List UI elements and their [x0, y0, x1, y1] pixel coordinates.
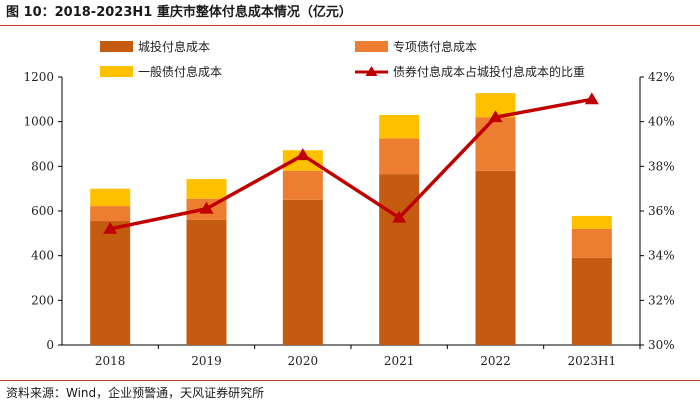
x-tick-label: 2019: [191, 354, 222, 368]
bar-general-bond: [90, 188, 131, 207]
left-tick-label: 800: [31, 159, 54, 173]
right-tick-label: 36%: [648, 204, 675, 218]
bar-general-bond: [282, 150, 323, 171]
source-rule: [0, 380, 700, 381]
bar-general-bond: [571, 215, 612, 229]
bar-special-bond: [282, 170, 323, 200]
left-tick-label: 600: [31, 204, 54, 218]
x-tick-label: 2018: [95, 354, 126, 368]
legend-label: 城投付息成本: [138, 39, 210, 54]
legend-label: 债券付息成本占城投付息成本的比重: [393, 64, 585, 79]
right-tick-label: 38%: [648, 159, 675, 173]
ratio-point: [103, 221, 118, 234]
bar-city-invest: [571, 257, 612, 345]
legend-swatch: [355, 41, 388, 52]
ratio-point: [295, 148, 310, 161]
x-tick-label: 2020: [288, 354, 319, 368]
source-note: 资料来源：Wind，企业预警通，天风证券研究所: [6, 386, 265, 400]
right-tick-label: 30%: [648, 338, 675, 352]
bar-city-invest: [379, 174, 420, 345]
right-tick-label: 34%: [648, 249, 675, 263]
bar-city-invest: [475, 170, 516, 345]
bar-city-invest: [90, 221, 131, 345]
ratio-line: [109, 97, 593, 231]
bar-special-bond: [571, 228, 612, 258]
right-tick-label: 40%: [648, 115, 675, 129]
left-tick-label: 1200: [23, 70, 54, 84]
bar-city-invest: [282, 199, 323, 345]
legend-swatch: [100, 41, 133, 52]
bar-general-bond: [379, 114, 420, 139]
left-tick-label: 200: [31, 293, 54, 307]
left-tick-label: 1000: [23, 115, 54, 129]
title-rule: [0, 25, 700, 26]
x-tick-label: 2023H1: [568, 354, 617, 368]
right-tick-label: 32%: [648, 293, 675, 307]
bar-special-bond: [379, 138, 420, 175]
bar-special-bond: [475, 117, 516, 171]
right-tick-label: 42%: [648, 70, 675, 84]
left-tick-label: 0: [46, 338, 54, 352]
bar-special-bond: [90, 206, 131, 222]
bar-city-invest: [186, 219, 227, 345]
left-tick-label: 400: [31, 249, 54, 263]
ratio-point: [199, 201, 214, 214]
ratio-point: [488, 110, 503, 123]
legend-line-marker: [365, 66, 378, 76]
legend-label: 专项债付息成本: [393, 39, 477, 54]
bar-general-bond: [186, 179, 227, 199]
legend-label: 一般债付息成本: [138, 64, 222, 79]
x-tick-label: 2021: [384, 354, 415, 368]
chart-title: 图 10：2018-2023H1 重庆市整体付息成本情况（亿元）: [6, 5, 352, 20]
ratio-point: [584, 92, 599, 105]
x-tick-label: 2022: [480, 354, 511, 368]
legend-swatch: [100, 66, 133, 77]
ratio-point: [392, 210, 407, 223]
